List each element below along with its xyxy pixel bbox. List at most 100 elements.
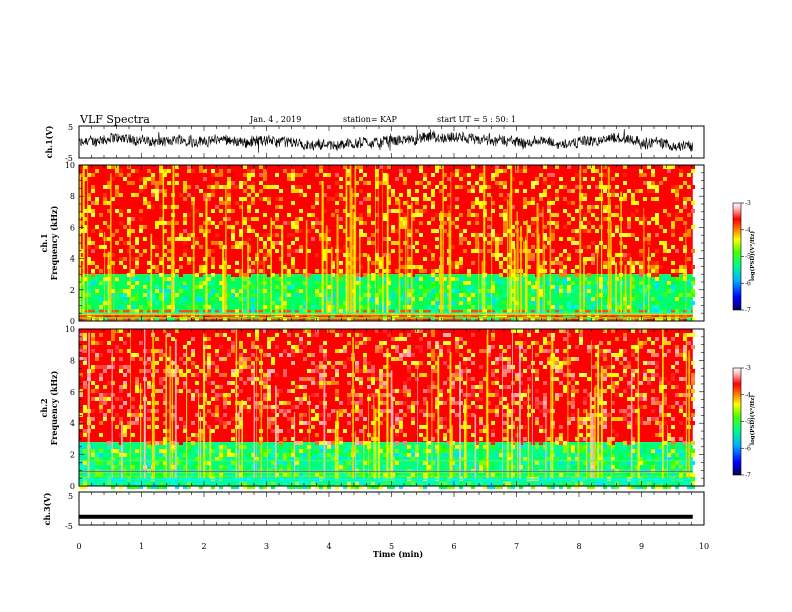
spectro-cell bbox=[407, 273, 411, 277]
spectro-cell bbox=[671, 297, 675, 301]
spectro-cell bbox=[319, 413, 323, 417]
spectro-cell bbox=[567, 445, 571, 449]
spectro-cell bbox=[211, 261, 215, 265]
spectro-cell bbox=[183, 293, 187, 297]
spectro-cell bbox=[515, 417, 519, 421]
spectro-cell bbox=[359, 409, 363, 413]
spectro-cell bbox=[575, 265, 579, 269]
spectro-cell bbox=[339, 217, 343, 221]
spectro-cell bbox=[107, 481, 111, 485]
spectro-cell bbox=[583, 397, 587, 401]
spectro-cell bbox=[547, 481, 551, 485]
spectro-cell bbox=[199, 169, 203, 173]
spectro-cell bbox=[195, 305, 199, 309]
spectro-cell bbox=[195, 393, 199, 397]
spectro-cell bbox=[147, 409, 151, 413]
spectro-cell bbox=[147, 349, 151, 353]
spectro-cell bbox=[543, 233, 547, 237]
spectro-cell bbox=[147, 301, 151, 305]
spectro-cell bbox=[295, 373, 299, 377]
spectro-cell bbox=[251, 341, 255, 345]
spectro-cell bbox=[247, 269, 251, 273]
spectro-cell bbox=[579, 417, 583, 421]
spectro-cell bbox=[239, 397, 243, 401]
spectro-cell bbox=[463, 309, 467, 313]
spectro-cell bbox=[671, 273, 675, 277]
spectro-cell bbox=[239, 401, 243, 405]
spectro-cell bbox=[511, 297, 515, 301]
spectro-cell bbox=[463, 281, 467, 285]
spectro-cell bbox=[575, 357, 579, 361]
spectro-cell bbox=[431, 357, 435, 361]
spectro-cell bbox=[435, 449, 439, 453]
spectro-cell bbox=[151, 173, 155, 177]
spectro-cell bbox=[339, 213, 343, 217]
spectro-cell bbox=[263, 289, 267, 293]
spectro-cell bbox=[475, 357, 479, 361]
spectro-cell bbox=[383, 285, 387, 289]
spectro-cell bbox=[163, 289, 167, 293]
spectro-cell bbox=[111, 165, 115, 169]
spectro-cell bbox=[419, 233, 423, 237]
spectro-cell bbox=[439, 353, 443, 357]
spectro-cell bbox=[311, 377, 315, 381]
spectro-streak bbox=[549, 212, 552, 314]
spectro-cell bbox=[675, 273, 679, 277]
spectro-cell bbox=[343, 473, 347, 477]
spectro-cell bbox=[647, 241, 651, 245]
spectro-cell bbox=[287, 233, 291, 237]
spectro-cell bbox=[327, 241, 331, 245]
spectro-cell bbox=[119, 397, 123, 401]
spectro-cell bbox=[155, 441, 159, 445]
spectro-cell bbox=[587, 257, 591, 261]
spectro-cell bbox=[111, 465, 115, 469]
spectro-cell bbox=[575, 281, 579, 285]
spectro-cell bbox=[455, 453, 459, 457]
spectro-cell bbox=[131, 193, 135, 197]
spectro-cell bbox=[243, 317, 247, 321]
spectro-cell bbox=[487, 217, 491, 221]
spectro-cell bbox=[423, 413, 427, 417]
spectro-cell bbox=[163, 421, 167, 425]
spectro-cell bbox=[299, 397, 303, 401]
spectro-cell bbox=[563, 361, 567, 365]
spectro-cell bbox=[179, 353, 183, 357]
spectro-cell bbox=[107, 393, 111, 397]
spectro-cell bbox=[415, 345, 419, 349]
spectro-cell bbox=[595, 229, 599, 233]
spectro-cell bbox=[579, 333, 583, 337]
spectro-cell bbox=[163, 225, 167, 229]
spectro-cell bbox=[499, 457, 503, 461]
spectro-cell bbox=[679, 185, 683, 189]
spectro-cell bbox=[639, 277, 643, 281]
spectro-cell bbox=[507, 369, 511, 373]
spectro-cell bbox=[683, 221, 687, 225]
spectro-cell bbox=[651, 261, 655, 265]
spectro-cell bbox=[283, 409, 287, 413]
spectro-cell bbox=[383, 217, 387, 221]
spectro-cell bbox=[423, 349, 427, 353]
spectro-cell bbox=[187, 305, 191, 309]
spectro-cell bbox=[155, 181, 159, 185]
spectro-cell bbox=[387, 449, 391, 453]
spectro-cell bbox=[295, 361, 299, 365]
spectro-cell bbox=[107, 473, 111, 477]
spectro-cell bbox=[179, 481, 183, 485]
spectro-cell bbox=[507, 181, 511, 185]
spectro-cell bbox=[539, 401, 543, 405]
spectro-cell bbox=[139, 369, 143, 373]
spectro-cell bbox=[343, 409, 347, 413]
spectro-cell bbox=[355, 473, 359, 477]
spectro-cell bbox=[563, 269, 567, 273]
spectro-cell bbox=[399, 221, 403, 225]
spectro-cell bbox=[623, 257, 627, 261]
spectro-cell bbox=[331, 449, 335, 453]
spectro-cell bbox=[691, 265, 695, 269]
spectro-cell bbox=[383, 353, 387, 357]
spectro-cell bbox=[503, 229, 507, 233]
spectro-cell bbox=[363, 401, 367, 405]
spectro-cell bbox=[123, 241, 127, 245]
spectro-cell bbox=[367, 209, 371, 213]
spectro-cell bbox=[395, 449, 399, 453]
spectro-cell bbox=[407, 245, 411, 249]
